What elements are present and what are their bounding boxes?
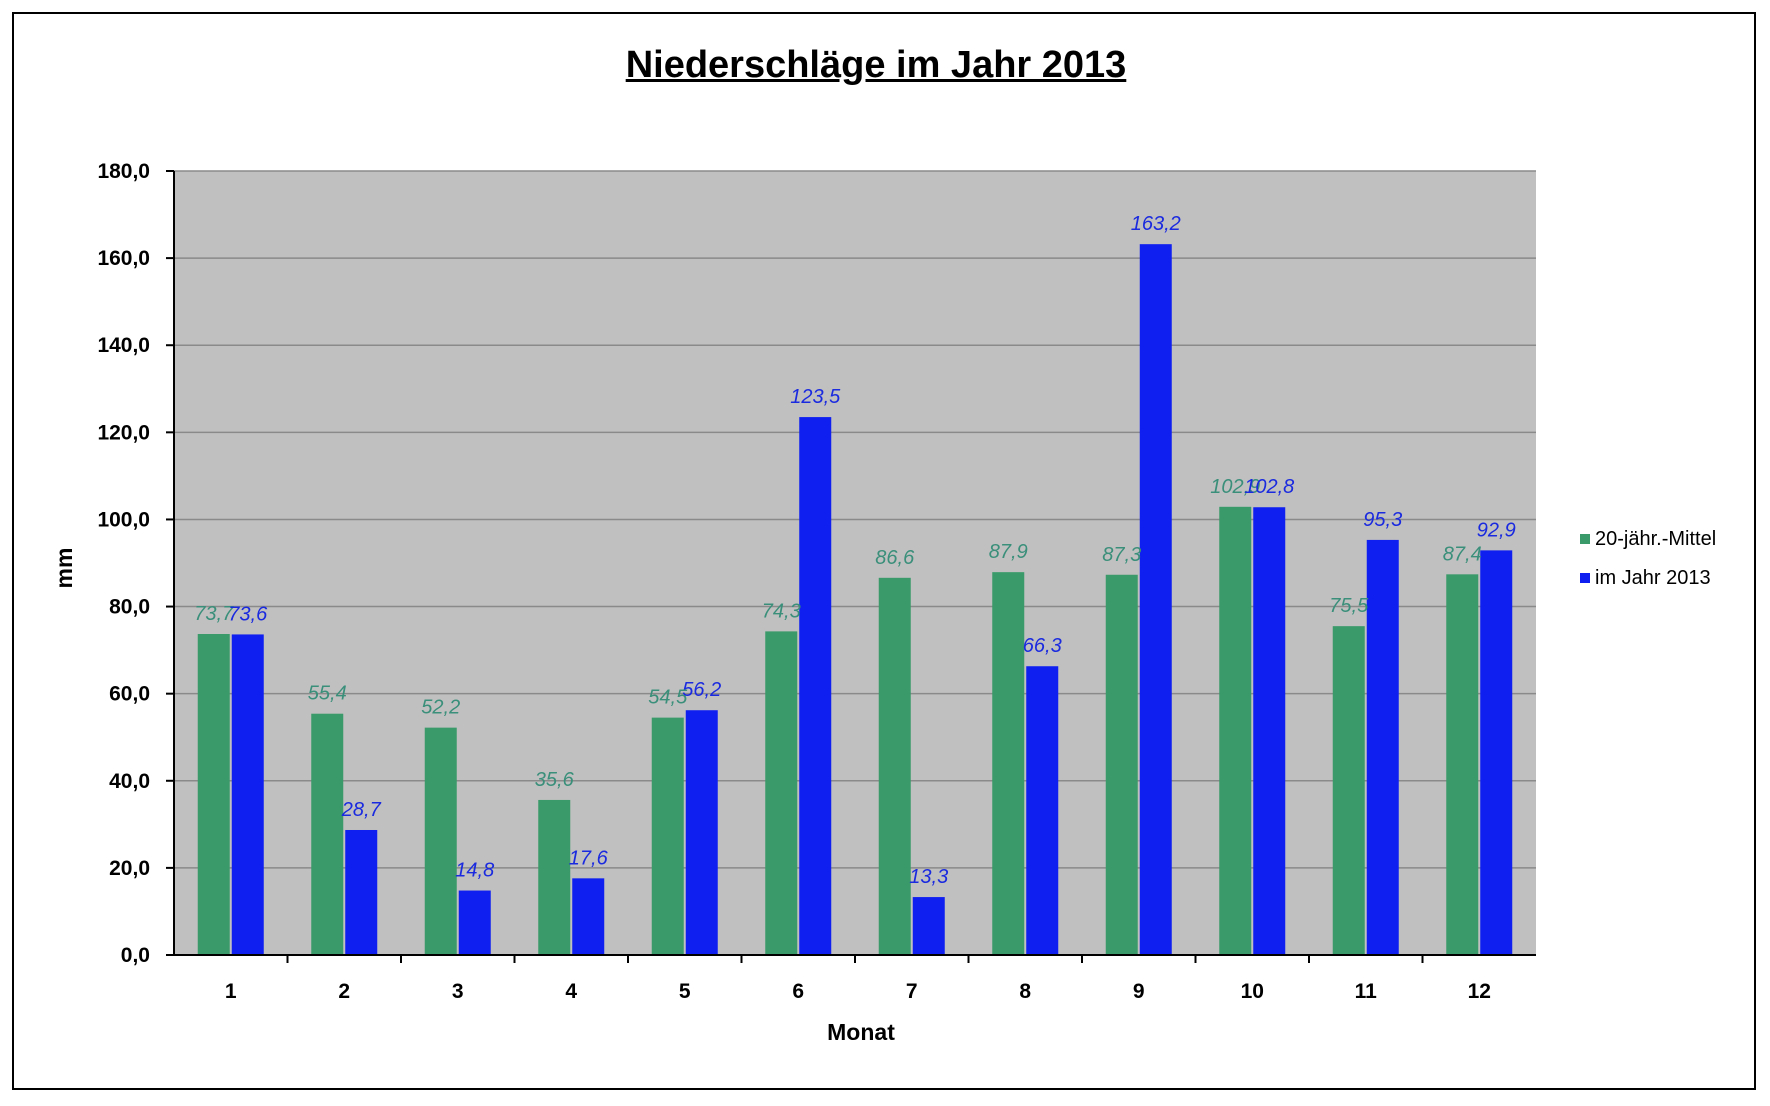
bar bbox=[572, 878, 605, 955]
bar bbox=[912, 897, 945, 955]
x-tick-label: 12 bbox=[1468, 980, 1491, 1003]
x-tick-label: 4 bbox=[565, 980, 577, 1003]
bar bbox=[538, 799, 571, 955]
bar bbox=[992, 572, 1025, 955]
x-tick-label: 3 bbox=[452, 980, 464, 1003]
bar bbox=[1139, 244, 1172, 955]
x-tick-label: 5 bbox=[679, 980, 691, 1003]
bar bbox=[799, 417, 832, 956]
bar bbox=[878, 577, 911, 955]
data-label: 86,6 bbox=[875, 547, 915, 569]
bar bbox=[1219, 506, 1252, 955]
y-tick-label: 180,0 bbox=[97, 160, 150, 183]
x-tick-label: 7 bbox=[906, 980, 918, 1003]
bar bbox=[1026, 666, 1059, 955]
plot-area bbox=[174, 171, 1536, 955]
data-label: 95,3 bbox=[1363, 509, 1402, 531]
data-label: 35,6 bbox=[535, 769, 575, 791]
bar bbox=[231, 634, 264, 955]
data-label: 87,4 bbox=[1443, 543, 1482, 565]
x-tick-label: 11 bbox=[1355, 980, 1378, 1003]
bar bbox=[1332, 626, 1365, 955]
legend-entry: 20-jähr.-Mittel bbox=[1595, 528, 1716, 550]
data-label: 87,3 bbox=[1102, 544, 1141, 566]
x-tick-label: 9 bbox=[1133, 980, 1145, 1003]
x-tick-label: 2 bbox=[338, 980, 350, 1003]
y-tick-label: 80,0 bbox=[109, 596, 150, 619]
y-tick-label: 160,0 bbox=[97, 247, 150, 270]
y-tick-label: 40,0 bbox=[109, 770, 150, 793]
y-tick-label: 140,0 bbox=[97, 334, 150, 357]
data-label: 73,7 bbox=[194, 603, 234, 625]
bar bbox=[1105, 574, 1138, 955]
chart-title: Niederschläge im Jahr 2013 bbox=[625, 44, 1127, 86]
x-tick-label: 1 bbox=[225, 980, 237, 1003]
x-axis-title: Monat bbox=[827, 1019, 895, 1045]
data-label: 75,5 bbox=[1329, 595, 1369, 617]
x-tick-label: 8 bbox=[1019, 980, 1031, 1003]
bar bbox=[197, 633, 230, 955]
y-tick-label: 60,0 bbox=[109, 683, 150, 706]
bar bbox=[685, 710, 718, 955]
data-label: 87,9 bbox=[989, 541, 1028, 563]
bar bbox=[424, 727, 457, 955]
data-label: 56,2 bbox=[682, 679, 721, 701]
y-tick-label: 20,0 bbox=[109, 857, 150, 880]
bar bbox=[458, 890, 491, 955]
data-label: 163,2 bbox=[1131, 213, 1181, 235]
bar bbox=[345, 829, 378, 955]
data-label: 17,6 bbox=[569, 847, 609, 869]
y-tick-label: 0,0 bbox=[121, 944, 150, 967]
data-label: 102,8 bbox=[1244, 476, 1294, 498]
data-label: 14,8 bbox=[455, 860, 494, 882]
legend-swatch bbox=[1580, 573, 1590, 583]
legend-swatch bbox=[1580, 534, 1590, 544]
data-label: 55,4 bbox=[308, 683, 347, 705]
data-label: 123,5 bbox=[790, 386, 841, 408]
y-tick-label: 120,0 bbox=[97, 421, 150, 444]
bar bbox=[1253, 507, 1286, 955]
data-label: 52,2 bbox=[421, 697, 460, 719]
bar bbox=[311, 713, 344, 955]
bar bbox=[1366, 539, 1399, 955]
legend: 20-jähr.-Mittel im Jahr 2013 bbox=[1580, 528, 1716, 589]
x-tick-label: 10 bbox=[1241, 980, 1264, 1003]
x-tick-label: 6 bbox=[792, 980, 804, 1003]
bar bbox=[651, 717, 684, 955]
data-label: 28,7 bbox=[341, 799, 382, 821]
bar bbox=[765, 631, 798, 955]
y-axis-title: mm bbox=[51, 548, 77, 589]
data-label: 54,5 bbox=[648, 687, 688, 709]
data-label: 102,9 bbox=[1210, 476, 1260, 498]
data-label: 73,6 bbox=[228, 603, 268, 625]
data-label: 13,3 bbox=[909, 866, 948, 888]
bar bbox=[1446, 574, 1479, 955]
legend-entry: im Jahr 2013 bbox=[1595, 567, 1711, 589]
data-label: 92,9 bbox=[1477, 519, 1516, 541]
bar bbox=[1480, 550, 1513, 955]
y-tick-label: 100,0 bbox=[97, 508, 150, 531]
data-label: 66,3 bbox=[1023, 635, 1062, 657]
data-label: 74,3 bbox=[762, 600, 801, 622]
